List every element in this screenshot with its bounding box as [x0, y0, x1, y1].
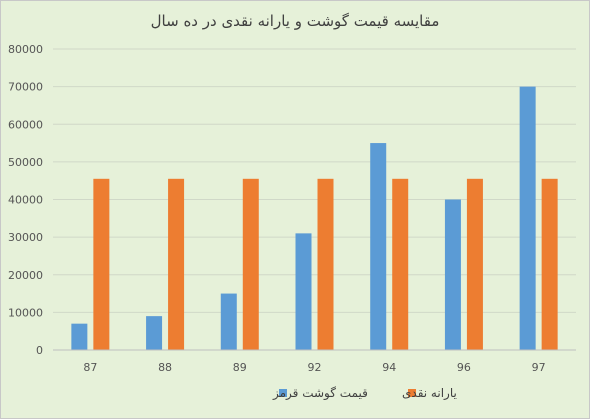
bars [71, 86, 558, 350]
y-tick-label: 60000 [8, 118, 43, 131]
bar-cash-subsidy-94 [392, 178, 409, 350]
y-tick-label: 10000 [8, 306, 43, 319]
x-tick-label: 96 [457, 361, 471, 374]
x-axis-ticks: 87 88 89 92 94 96 97 [83, 361, 545, 374]
y-tick-label: 0 [36, 344, 43, 357]
x-tick-label: 89 [233, 361, 247, 374]
bar-cash-subsidy-92 [317, 178, 334, 350]
bar-meat-price-88 [146, 316, 163, 350]
y-tick-label: 40000 [8, 194, 43, 207]
bar-meat-price-94 [370, 143, 387, 350]
legend-swatch [408, 389, 416, 397]
bar-meat-price-87 [71, 323, 88, 350]
legend-label: یارانه نقدی [402, 386, 457, 401]
bar-cash-subsidy-87 [93, 178, 110, 350]
x-tick-label: 97 [532, 361, 546, 374]
bar-meat-price-92 [295, 233, 312, 350]
legend-label: قیمت گوشت قرمز [272, 386, 368, 401]
bar-cash-subsidy-89 [242, 178, 259, 350]
bar-meat-price-89 [220, 293, 237, 350]
y-tick-label: 70000 [8, 81, 43, 94]
x-tick-label: 94 [382, 361, 396, 374]
y-tick-label: 20000 [8, 269, 43, 282]
y-tick-label: 80000 [8, 43, 43, 56]
x-tick-label: 88 [158, 361, 172, 374]
bar-meat-price-96 [444, 199, 461, 350]
gridlines [53, 48, 576, 313]
x-tick-label: 92 [308, 361, 322, 374]
chart-title: مقایسه قیمت گوشت و یارانه نقدی در ده سال [151, 12, 440, 30]
legend-swatch [279, 389, 287, 397]
bar-cash-subsidy-96 [466, 178, 483, 350]
y-tick-label: 50000 [8, 156, 43, 169]
y-tick-label: 30000 [8, 231, 43, 244]
bar-meat-price-97 [519, 86, 536, 350]
bar-cash-subsidy-88 [168, 178, 185, 350]
x-tick-label: 87 [83, 361, 97, 374]
bar-cash-subsidy-97 [541, 178, 558, 350]
y-axis-ticks: 0 10000 20000 30000 40000 50000 60000 70000 8000… [8, 43, 43, 357]
legend: قیمت گوشت قرمز یارانه نقدی [272, 386, 457, 401]
